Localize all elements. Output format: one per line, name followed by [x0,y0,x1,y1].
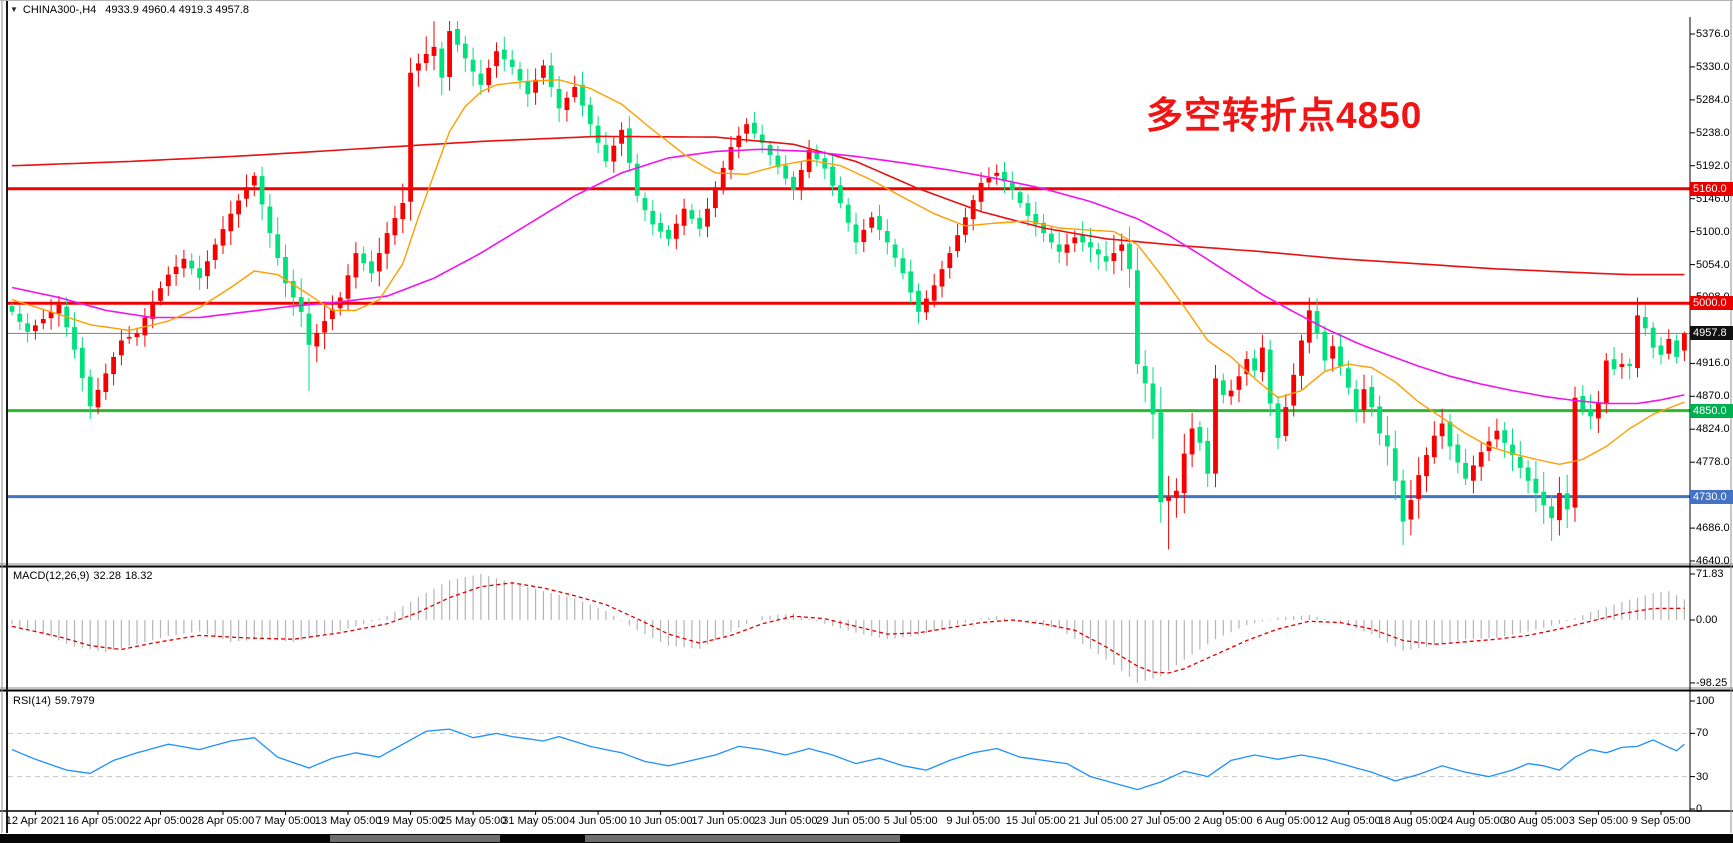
time-axis-label: 28 Apr 05:00 [191,815,255,827]
symbol-name: CHINA300-,H4 [22,4,97,16]
macd-main-value: 32.28 [93,570,121,582]
price-level-badge: 5160.0 [1690,181,1733,196]
rsi-tick-label: 70 [1696,727,1709,740]
ohlc-readout: 4933.9 4960.4 4919.3 4957.8 [105,4,250,16]
price-tick-label: 4686.0 [1696,522,1730,535]
time-axis-label: 12 Aug 05:00 [1315,815,1381,827]
price-tick-label: 5238.0 [1696,126,1730,139]
time-axis-label: 10 Jun 05:00 [628,815,693,827]
price-tick-label: 4916.0 [1696,357,1730,370]
time-axis-label: 3 Sep 05:00 [1568,815,1629,827]
current-price-badge: 4957.8 [1690,326,1733,341]
price-level-badge: 5000.0 [1690,296,1733,311]
price-tick-label: 5146.0 [1696,192,1730,205]
time-axis-label: 29 Jun 05:00 [816,815,881,827]
time-axis-label: 6 Aug 05:00 [1256,815,1316,827]
time-axis-label: 12 Apr 2021 [5,815,66,827]
rsi-tick-label: 30 [1696,770,1709,783]
time-axis-label: 23 Jun 05:00 [753,815,818,827]
price-level-badge: 4850.0 [1690,403,1733,418]
time-axis-label: 15 Jul 05:00 [1005,815,1066,827]
price-tick-label: 4824.0 [1696,423,1730,436]
time-axis-label: 5 Jul 05:00 [883,815,938,827]
time-axis-label: 31 May 05:00 [502,815,569,827]
time-axis-label: 9 Sep 05:00 [1631,815,1691,827]
time-axis-label: 19 May 05:00 [377,815,444,827]
macd-tick-label: 71.83 [1696,567,1724,580]
price-tick-label: 5192.0 [1696,159,1730,172]
time-axis-label: 9 Jul 05:00 [946,815,1001,827]
annotation-text: 多空转折点4850 [1146,95,1423,136]
rsi-tick-label: 0 [1696,803,1703,815]
rsi-tick-label: 100 [1696,695,1715,707]
time-axis-label: 7 May 05:00 [255,815,316,827]
time-axis-label: 13 May 05:00 [314,815,382,827]
time-axis-label: 22 Apr 05:00 [129,815,192,827]
time-axis-label: 2 Aug 05:00 [1193,815,1253,827]
price-tick-label: 5284.0 [1696,93,1730,106]
rsi-name: RSI(14) [13,695,51,707]
price-tick-label: 5330.0 [1696,60,1730,73]
time-axis-label: 17 Jun 05:00 [691,815,755,827]
bottom-bar-segment [330,835,500,842]
price-tick-label: 5100.0 [1696,225,1730,238]
time-axis-label: 27 Jul 05:00 [1130,815,1191,827]
price-tick-label: 4778.0 [1696,456,1730,469]
macd-name: MACD(12,26,9) [13,570,90,582]
rsi-value: 59.7979 [54,695,95,707]
rsi-indicator-label: RSI(14) 59.7979 [13,695,99,707]
macd-tick-label: -98.25 [1696,676,1728,689]
symbol-header: ▼ CHINA300-,H4 4933.9 4960.4 4919.3 4957.8 [10,4,249,16]
time-axis-label: 24 Aug 05:00 [1440,815,1506,827]
price-level-badge: 4730.0 [1690,489,1733,504]
time-axis-label: 18 Aug 05:00 [1378,815,1444,827]
price-tick-label: 4640.0 [1696,554,1730,567]
price-tick-label: 5376.0 [1696,28,1730,40]
price-tick-label: 4870.0 [1696,390,1730,403]
time-axis-label: 16 Apr 05:00 [66,815,130,827]
time-axis-label: 21 Jul 05:00 [1068,815,1129,827]
symbol-dropdown-icon[interactable]: ▼ [10,5,18,14]
time-axis-label: 30 Aug 05:00 [1503,815,1569,827]
price-tick-label: 5054.0 [1696,258,1730,271]
bottom-bar-segment [585,835,900,842]
time-axis-label: 4 Jun 05:00 [569,815,627,827]
macd-signal-value: 18.32 [124,570,153,582]
macd-tick-label: 0.00 [1696,614,1718,626]
bottom-bar [0,834,1733,843]
time-axis-label: 25 May 05:00 [439,815,507,827]
macd-indicator-label: MACD(12,26,9) 32.28 18.32 [13,570,156,582]
